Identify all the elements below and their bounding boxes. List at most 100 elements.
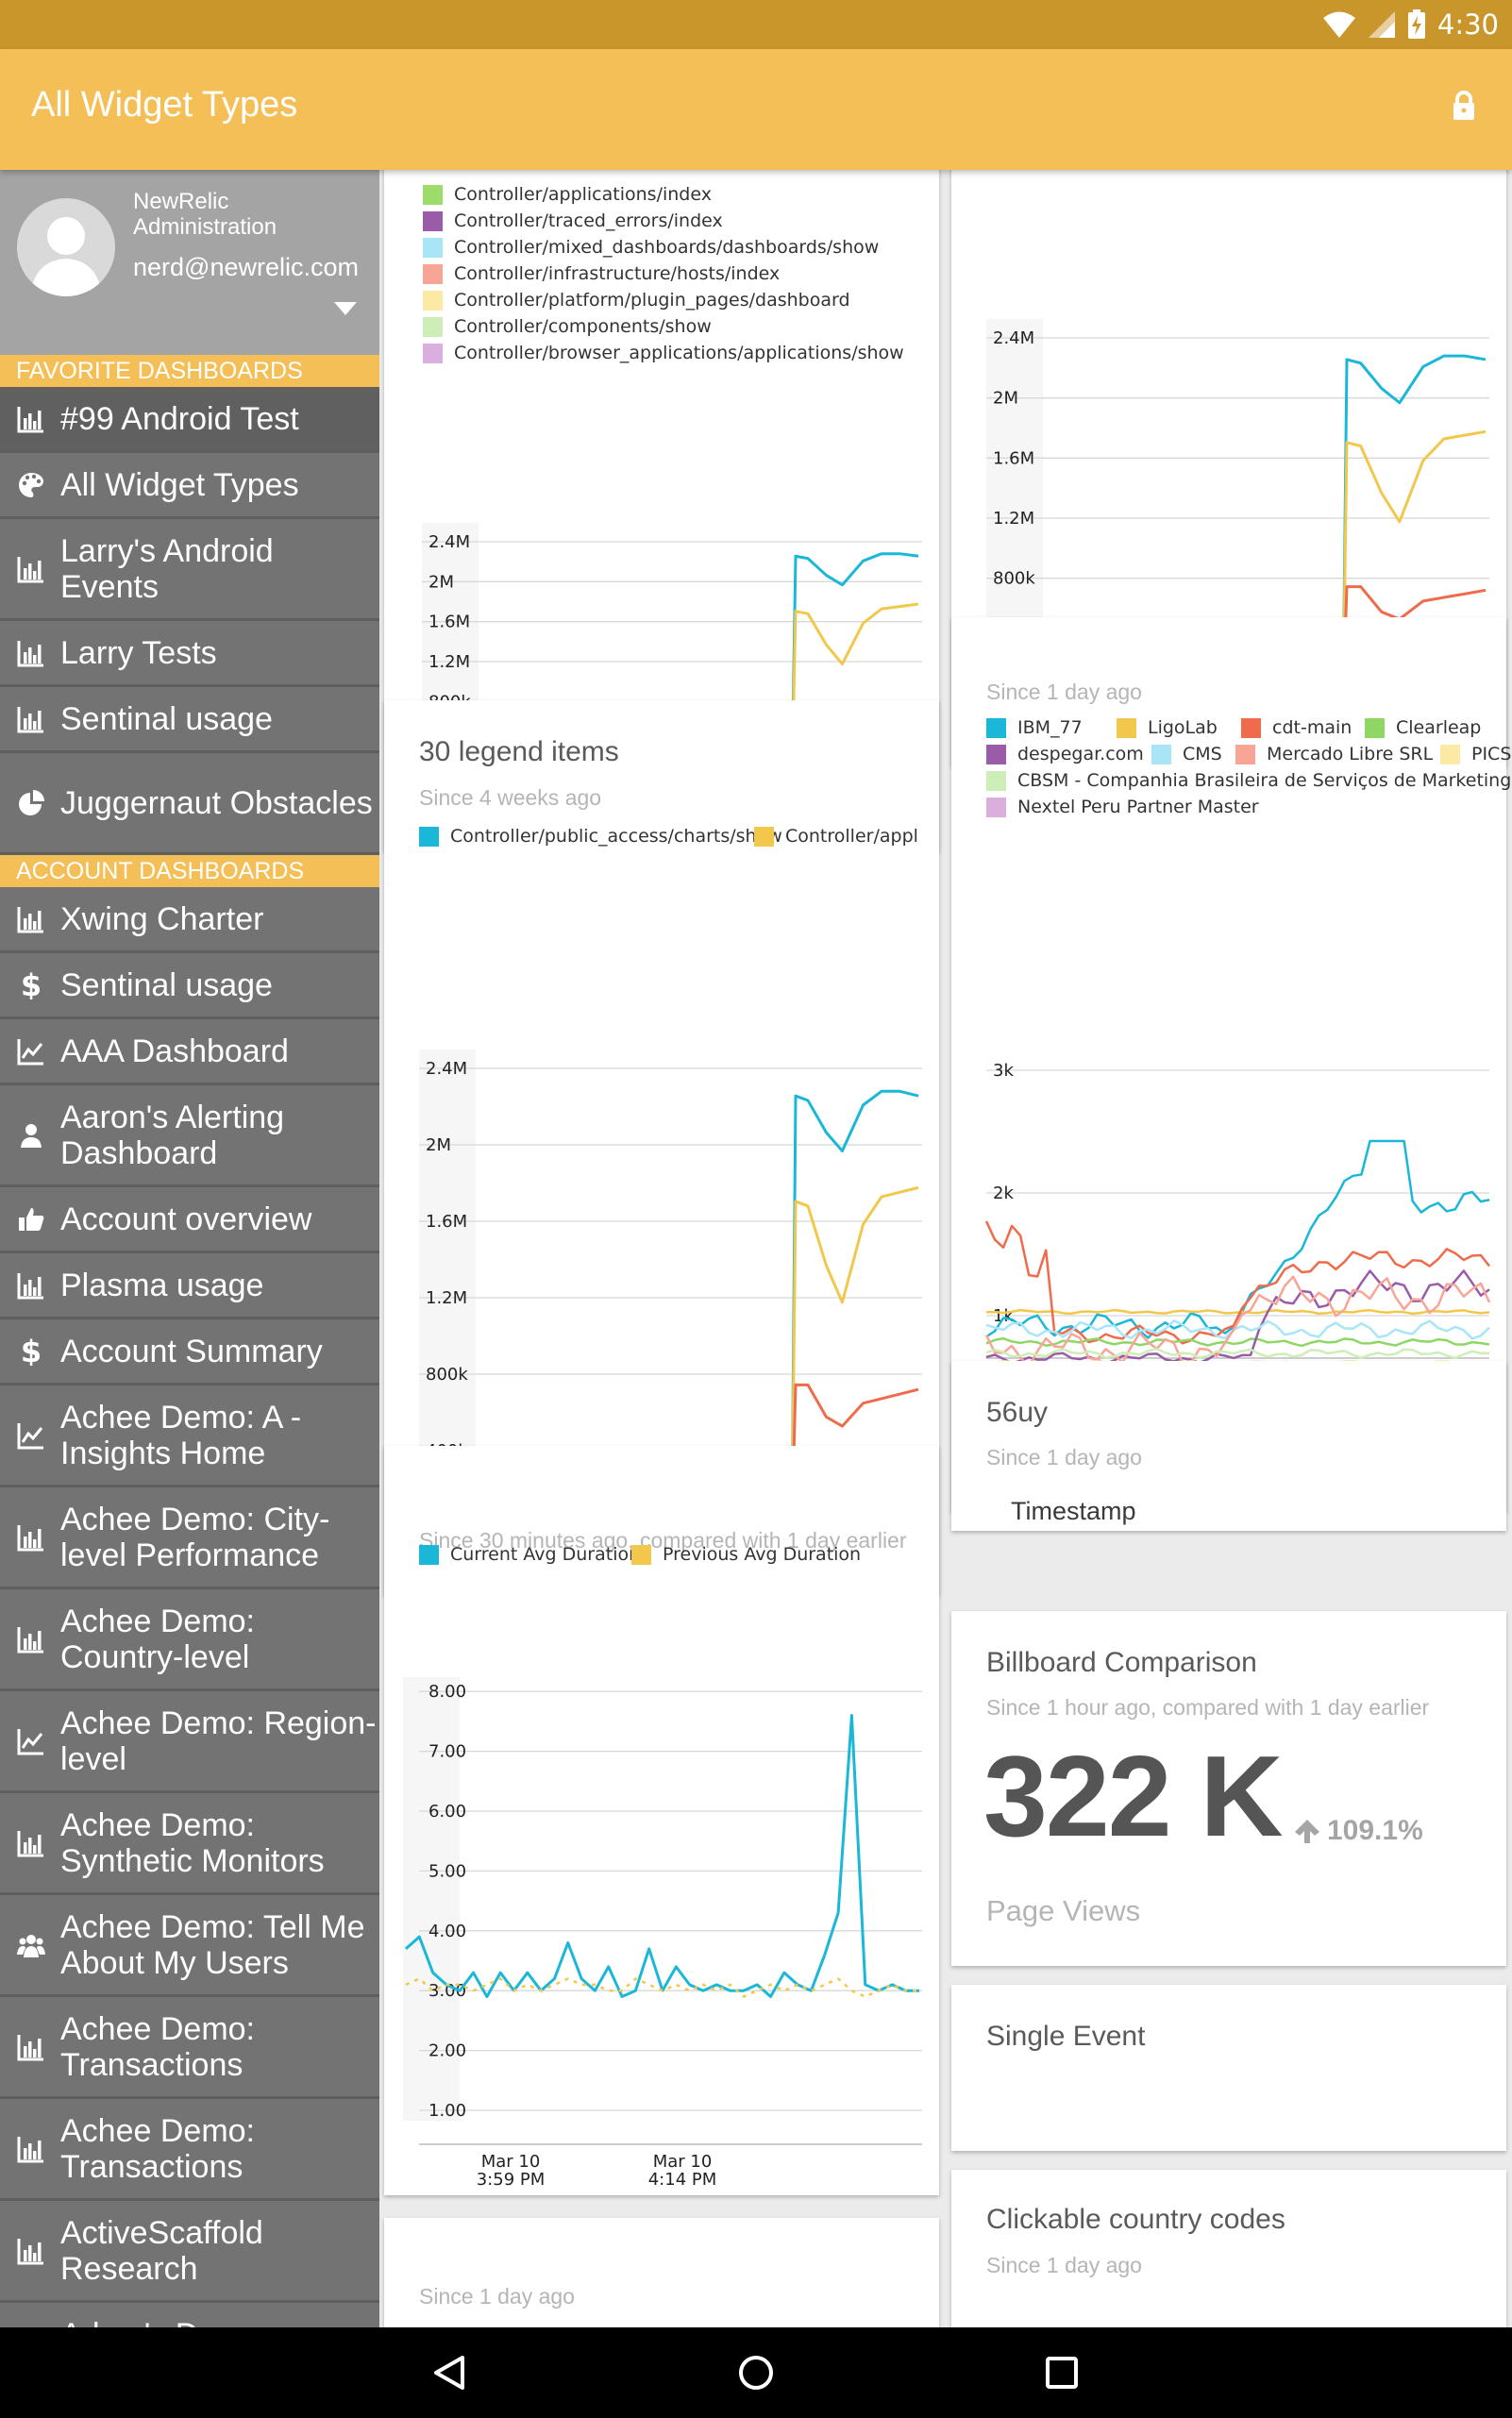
legend-item[interactable]: Controller/platform/plugin_pages/dashboa… (423, 290, 850, 311)
legend-item[interactable]: Controller/infrastructure/hosts/index (423, 263, 780, 284)
drawer-item-label: Juggernaut Obstacles (60, 784, 373, 821)
drawer-item-achee-demo-country-level[interactable]: Achee Demo: Country-level (0, 1589, 379, 1691)
series-line (405, 1714, 919, 1999)
drawer-item-all-widget-types[interactable]: All Widget Types (0, 453, 379, 519)
y-tick-label: 2.4M (993, 328, 1034, 348)
drawer-item-achee-demo-a-insights-home[interactable]: Achee Demo: A - Insights Home (0, 1385, 379, 1487)
account-org-name: NewRelic Administration (133, 189, 277, 240)
drawer-item-aaa-dashboard[interactable]: AAA Dashboard (0, 1019, 379, 1085)
drawer-item-label: #99 Android Test (60, 400, 299, 437)
legend-item[interactable]: Mercado Libre SRL (1235, 744, 1433, 764)
thumbs-up-icon (19, 1207, 44, 1231)
legend-label: Previous Avg Duration (663, 1544, 862, 1565)
x-tick-label: Mar 10 (481, 2152, 541, 2172)
drawer-item-xwing-charter[interactable]: Xwing Charter (0, 887, 379, 953)
dashboard-content[interactable]: Controller/applications/index Controller/… (379, 170, 1512, 2327)
drawer-item-activescaffold-research[interactable]: ActiveScaffold Research (0, 2201, 379, 2303)
legend-item[interactable]: Nextel Peru Partner Master (986, 797, 1259, 817)
drawer-item-label: Achee Demo: Country-level (60, 1603, 255, 1675)
drawer-item-aaron-s-alerting-dashboard[interactable]: Aaron's Alerting Dashboard (0, 1085, 379, 1187)
drawer-item-juggernaut-obstacles[interactable]: Juggernaut Obstacles (0, 753, 379, 855)
legend-item[interactable]: Controller/browser_applications/applicat… (423, 343, 904, 363)
y-tick-label: 1.6M (426, 1212, 467, 1232)
series-line (984, 1275, 1491, 1369)
drawer-item-achee-demo-city-level-performance[interactable]: Achee Demo: City-level Performance (0, 1487, 379, 1589)
legend-label: CMS (1183, 744, 1222, 764)
widget-value: Timestamp (1011, 1497, 1136, 1525)
widget-subtitle: Since 1 day ago (419, 2284, 575, 2309)
y-tick-label: 2M (426, 1135, 451, 1155)
bar-chart-icon (17, 2238, 43, 2264)
drawer-item-achee-demo-transactions[interactable]: Achee Demo: Transactions (0, 1997, 379, 2099)
back-icon[interactable] (431, 2354, 469, 2392)
legend-item[interactable]: IBM_77 (986, 717, 1083, 738)
legend-item[interactable]: PICS (1440, 744, 1511, 764)
legend-swatch (423, 210, 443, 231)
drawer-item-account-summary[interactable]: $ Account Summary (0, 1319, 379, 1385)
dollar-icon: $ (21, 1337, 42, 1366)
drawer-item-achee-demo-region-level[interactable]: Achee Demo: Region-level (0, 1691, 379, 1793)
drawer-item-label: ActiveScaffold Research (60, 2214, 263, 2287)
drawer-item-sentinal-usage[interactable]: Sentinal usage (0, 687, 379, 753)
legend-item[interactable]: CMS (1151, 744, 1222, 764)
legend-item[interactable]: Controller/traced_errors/index (423, 210, 723, 231)
status-bar: 4:30 (0, 0, 1512, 49)
y-tick-label: 1.6M (993, 448, 1034, 468)
drawer-item-achee-demo-transactions[interactable]: Achee Demo: Transactions (0, 2099, 379, 2201)
widget-card-clickable-country-codes[interactable]: Clickable country codes Since 1 day ago (951, 2170, 1506, 2327)
drawer-item-sentinal-usage[interactable]: $ Sentinal usage (0, 953, 379, 1019)
legend-item[interactable]: Controller/components/show (423, 316, 712, 337)
y-tick-label: 1.00 (428, 2101, 466, 2121)
account-header[interactable]: NewRelic Administration nerd@newrelic.co… (0, 170, 379, 355)
drawer-item-achee-demo-synthetic-monitors[interactable]: Achee Demo: Synthetic Monitors (0, 1793, 379, 1895)
widget-card-billboard[interactable]: Billboard Comparison Since 1 hour ago, c… (951, 1611, 1506, 1966)
legend-swatch (1151, 744, 1171, 764)
legend-swatch (754, 826, 774, 847)
widget-card-single-event[interactable]: Single Event (951, 1985, 1506, 2151)
legend-label: despegar.com (1017, 744, 1144, 764)
drawer-item-label: Xwing Charter (60, 900, 264, 937)
svg-text:$: $ (21, 971, 42, 999)
legend-item[interactable]: Controller/public_access/charts/show (419, 826, 782, 847)
legend-item[interactable]: Controller/applications/index (423, 184, 712, 205)
legend-item[interactable]: CBSM - Companhia Brasileira de Serviços … (986, 770, 1511, 791)
drawer-item-label: Achee Demo: City-level Performance (60, 1501, 330, 1573)
legend-item[interactable]: cdt-main (1241, 717, 1352, 738)
y-tick-label: 8.00 (428, 1682, 466, 1702)
drawer-item-account-overview[interactable]: Account overview (0, 1187, 379, 1253)
drawer-item-99-android-test[interactable]: #99 Android Test (0, 387, 379, 453)
palette-icon (19, 472, 44, 497)
legend-item[interactable]: Clearleap (1365, 717, 1481, 738)
legend-label: LigoLab (1148, 717, 1218, 738)
bar-chart-icon (17, 556, 43, 582)
drawer-item-larry-s-android-events[interactable]: Larry's Android Events (0, 519, 379, 621)
legend-item[interactable]: Current Avg Duration (419, 1544, 640, 1565)
drawer-item-larry-tests[interactable]: Larry Tests (0, 621, 379, 687)
legend-item[interactable]: despegar.com (986, 744, 1144, 764)
bar-chart-icon (17, 2136, 43, 2162)
drawer-item-adam-s-demo-dashboard[interactable]: Adam's Demo Dashboard (0, 2303, 379, 2328)
y-tick-label: 1.6M (428, 613, 470, 632)
navigation-drawer: NewRelic Administration nerd@newrelic.co… (0, 170, 379, 2327)
widget-card-bottom-left[interactable]: Since 1 day ago (384, 2218, 939, 2327)
home-icon[interactable] (737, 2354, 775, 2392)
legend-item[interactable]: Controller/mixed_dashboards/dashboards/s… (423, 237, 879, 258)
drawer-item-plasma-usage[interactable]: Plasma usage (0, 1253, 379, 1319)
lock-button[interactable] (1452, 91, 1476, 125)
legend-item[interactable]: Controller/appl (754, 826, 918, 847)
widget-card-duration[interactable]: Since 30 minutes ago, compared with 1 da… (384, 1446, 939, 2195)
drawer-item-label: Achee Demo: Transactions (60, 2010, 255, 2083)
favorite-dashboards-list: #99 Android Test All Widget Types Larry's … (0, 387, 379, 855)
bar-chart-icon (17, 640, 43, 666)
account-dropdown-caret-icon[interactable] (334, 302, 357, 315)
legend-label: IBM_77 (1017, 717, 1083, 738)
drawer-item-label: Larry Tests (60, 634, 217, 671)
legend-item[interactable]: LigoLab (1117, 717, 1218, 738)
series-line (989, 429, 1487, 700)
legend-item[interactable]: Previous Avg Duration (631, 1544, 861, 1565)
app-bar: All Widget Types (0, 49, 1512, 170)
recents-icon[interactable] (1043, 2354, 1081, 2392)
drawer-item-achee-demo-tell-me-about-my-users[interactable]: Achee Demo: Tell Me About My Users (0, 1895, 379, 1997)
widget-card-56uy[interactable]: 56uy Since 1 day ago Timestamp (951, 1361, 1506, 1531)
